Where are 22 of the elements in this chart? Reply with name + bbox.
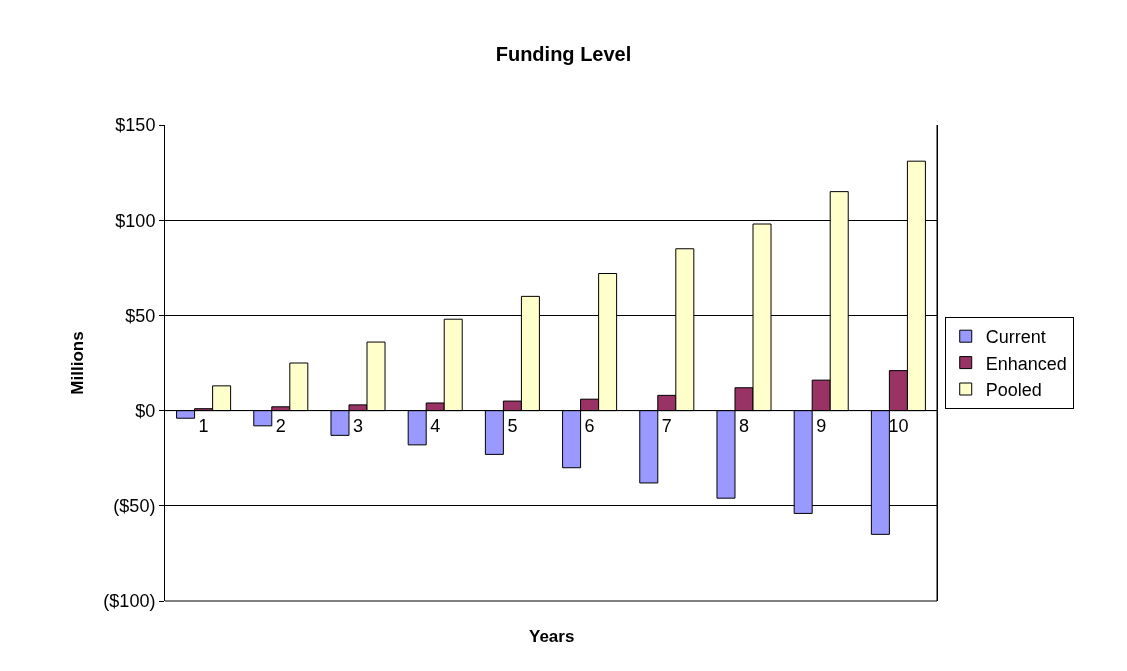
x-tick-label: 5 <box>507 415 518 436</box>
y-tick-label: $50 <box>125 305 156 326</box>
x-tick-label: 2 <box>275 415 286 436</box>
x-tick-label: 8 <box>738 415 750 436</box>
x-tick-label: 7 <box>661 415 672 436</box>
legend-label: Pooled <box>985 380 1042 401</box>
y-axis-title: Millions <box>67 331 87 395</box>
x-tick-label: 4 <box>430 415 441 436</box>
y-tick-label: ($50) <box>113 496 156 517</box>
x-tick-label: 3 <box>352 415 364 436</box>
x-axis-title: Years <box>529 627 575 646</box>
x-tick-label: 10 <box>888 415 909 436</box>
x-tick-label: 6 <box>584 415 595 436</box>
legend-label: Current <box>985 327 1046 348</box>
y-tick-label: $0 <box>135 400 156 421</box>
y-tick-label: $150 <box>115 115 156 136</box>
x-tick-label: 9 <box>816 415 827 436</box>
y-tick-label: ($100) <box>103 591 156 612</box>
legend-label: Enhanced <box>985 353 1067 374</box>
x-tick-label: 1 <box>198 415 209 436</box>
y-tick-label: $100 <box>115 210 156 231</box>
chart-title: Funding Level <box>495 42 632 65</box>
